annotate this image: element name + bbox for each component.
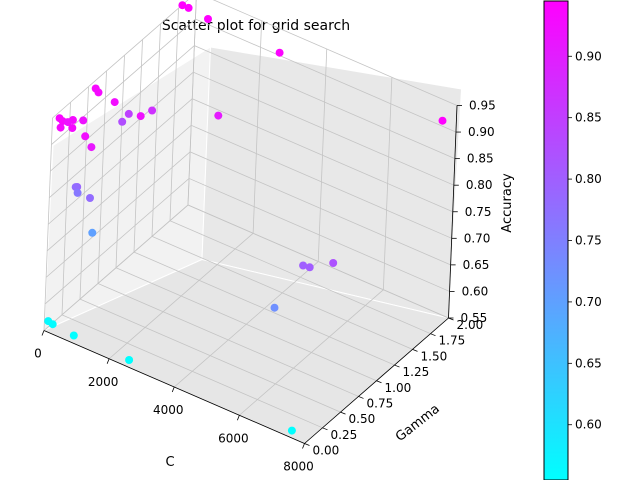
y-tick-label: 0.50 [349, 412, 376, 426]
y-tick-label: 0.25 [331, 428, 358, 442]
y-tick-label: 2.00 [457, 318, 484, 332]
data-point [56, 123, 65, 132]
y-tick-mark [340, 411, 346, 415]
z-tick-label: 0.65 [463, 258, 490, 272]
data-point [136, 112, 145, 121]
z-gridline [51, 18, 457, 145]
x-tick-label: 8000 [283, 460, 314, 474]
z-gridline [49, 71, 454, 198]
z-tick-label: 0.90 [468, 125, 495, 139]
data-point [438, 116, 447, 125]
z-tick-label: 0.85 [467, 152, 494, 166]
x-tick-label: 6000 [218, 431, 249, 445]
colorbar-tick-label: 0.80 [575, 172, 602, 186]
colorbar-tick-label: 0.90 [575, 49, 602, 63]
y-tick-label: 0.00 [313, 444, 340, 458]
z-gridline [47, 98, 453, 225]
colorbar-gradient [543, 0, 569, 480]
data-point [270, 303, 279, 312]
y-tick-mark [322, 427, 328, 431]
colorbar-tick-label: 0.70 [575, 295, 602, 309]
colorbar-tick-label: 0.60 [575, 418, 602, 432]
y-tick-label: 0.75 [367, 396, 394, 410]
data-point [118, 117, 127, 126]
z-tick-label: 0.75 [465, 205, 492, 219]
colorbar-tick-label: 0.75 [575, 234, 602, 248]
colorbar-ticks: 0.60 0.65 0.70 0.75 0.80 0.85 0.90 [568, 49, 602, 432]
y-tick-mark [412, 349, 418, 352]
x-tick-label: 4000 [153, 403, 184, 417]
y-tick-label: 1.00 [385, 381, 412, 395]
y-tick-mark [376, 380, 382, 384]
colorbar-tick-label: 0.65 [575, 356, 602, 370]
z-gridline [46, 124, 452, 252]
data-point [275, 48, 284, 57]
z-gridline [52, 0, 458, 119]
z-tick-label: 0.95 [469, 99, 496, 113]
data-point [204, 15, 212, 23]
data-point [94, 88, 103, 97]
x-tick-mark [106, 358, 110, 364]
z-tick-label: 0.60 [462, 284, 489, 298]
data-point [79, 116, 88, 125]
y-tick-mark [304, 443, 310, 446]
data-point [73, 188, 82, 197]
z-axis-label: Accuracy [500, 173, 515, 233]
x-tick-mark [237, 415, 240, 421]
scatter-points [44, 1, 447, 435]
colorbar: 0.60 0.65 0.70 0.75 0.80 0.85 0.90 [543, 0, 602, 480]
y-tick-label: 1.25 [403, 365, 430, 379]
z-tick-label: 0.55 [461, 311, 488, 325]
data-point [86, 194, 94, 202]
data-point [184, 3, 193, 12]
x-tick-mark [302, 443, 305, 449]
y-tick-label: 1.50 [421, 349, 448, 363]
x-tick-label: 2000 [88, 375, 119, 389]
y-axis-label: Gamma [393, 402, 443, 445]
data-point [178, 1, 187, 10]
y-tick-mark [394, 364, 400, 368]
y-tick-label: 1.75 [439, 334, 466, 348]
data-point [299, 261, 308, 270]
data-point [88, 228, 97, 237]
data-point [69, 331, 78, 340]
data-point [305, 263, 314, 272]
chart-title: Scatter plot for grid search [162, 18, 350, 34]
data-point [148, 106, 157, 115]
z-gridline [43, 204, 449, 331]
plot-area: 020004000600080000.000.250.500.751.001.2… [34, 0, 496, 474]
z-gridline [44, 177, 450, 305]
data-point [329, 259, 338, 267]
data-point [87, 143, 96, 152]
y-tick-mark [358, 396, 364, 399]
x-tick-mark [171, 386, 175, 393]
axis-ticks: 020004000600080000.000.250.500.751.001.2… [34, 99, 496, 474]
data-point [81, 132, 90, 141]
data-point [63, 118, 72, 127]
data-point [48, 320, 57, 329]
data-point [124, 109, 133, 118]
z-gridline [50, 45, 456, 172]
x-axis-label: C [165, 455, 174, 470]
data-point [214, 111, 223, 120]
data-point [287, 426, 296, 435]
z-tick-label: 0.70 [464, 231, 491, 245]
data-point [110, 98, 119, 107]
z-tick-label: 0.80 [466, 178, 493, 192]
x-tick-mark [41, 330, 45, 336]
data-point [68, 124, 77, 132]
colorbar-tick-label: 0.85 [575, 111, 602, 125]
data-point [125, 356, 134, 364]
x-tick-label: 0 [34, 347, 42, 361]
y-tick-mark [430, 333, 436, 337]
